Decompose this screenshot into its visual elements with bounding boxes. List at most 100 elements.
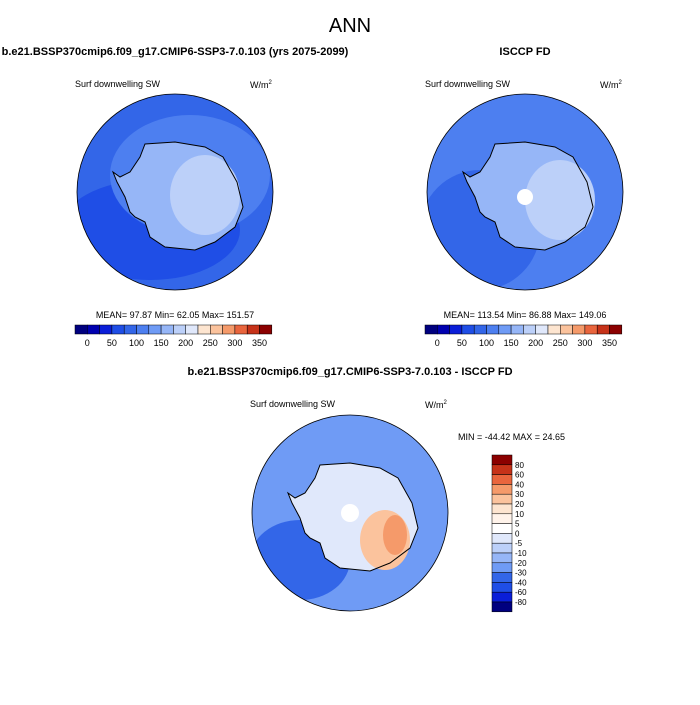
colorbar-box xyxy=(486,324,500,335)
colorbar-label: -10 xyxy=(515,549,527,558)
colorbar-label: 350 xyxy=(252,338,267,348)
colorbar-box xyxy=(148,324,162,335)
colorbar-label: 100 xyxy=(479,338,494,348)
colorbar-box xyxy=(449,324,463,335)
colorbar-box xyxy=(222,324,236,335)
map xyxy=(77,94,273,290)
colorbar-box xyxy=(246,324,260,335)
colorbar-label: 350 xyxy=(602,338,617,348)
colorbar-box xyxy=(424,324,438,335)
variable-label: Surf downwelling SW xyxy=(75,79,161,89)
colorbar-label: 40 xyxy=(515,480,524,489)
colorbar-label: -30 xyxy=(515,569,527,578)
colorbar-box xyxy=(491,533,513,544)
colorbar-label: 200 xyxy=(528,338,543,348)
colorbar-box xyxy=(491,474,513,485)
colorbar-label: 300 xyxy=(577,338,592,348)
colorbar-box xyxy=(535,324,549,335)
colorbar-box xyxy=(185,324,199,335)
colorbar-label: 50 xyxy=(457,338,467,348)
colorbar-box xyxy=(491,454,513,466)
stats: MEAN= 97.87 Min= 62.05 Max= 151.57 xyxy=(96,310,254,320)
colorbar-label: 250 xyxy=(553,338,568,348)
stats: MEAN= 113.54 Min= 86.88 Max= 149.06 xyxy=(444,310,607,320)
colorbar-label: 200 xyxy=(178,338,193,348)
colorbar-box xyxy=(491,523,513,534)
colorbar-label: 30 xyxy=(515,490,524,499)
colorbar-box xyxy=(572,324,586,335)
colorbar-label: -20 xyxy=(515,559,527,568)
colorbar-box xyxy=(136,324,150,335)
units-power: 2 xyxy=(269,80,273,86)
colorbar-box xyxy=(210,324,223,335)
colorbar-box xyxy=(491,572,513,583)
map xyxy=(427,94,623,290)
colorbar-label: -60 xyxy=(515,588,527,597)
colorbar-label: 5 xyxy=(515,520,520,529)
colorbar-label: 0 xyxy=(85,338,90,348)
colorbar-label: 20 xyxy=(515,500,524,509)
colorbar-label: 10 xyxy=(515,510,524,519)
units-base: W/m xyxy=(425,400,444,410)
colorbar-box xyxy=(491,542,513,554)
colorbar-box xyxy=(491,464,513,475)
colorbar-box xyxy=(491,513,513,524)
colorbar-box xyxy=(498,324,512,335)
colorbar-box xyxy=(491,503,513,515)
colorbar-box xyxy=(111,324,125,335)
colorbar-label: 50 xyxy=(107,338,117,348)
colorbar-label: 60 xyxy=(515,471,524,480)
colorbar-box xyxy=(461,324,475,335)
colorbar-box xyxy=(197,324,211,335)
colorbar-box xyxy=(609,324,623,335)
variable-label: Surf downwelling SW xyxy=(250,399,336,409)
colorbar-box xyxy=(584,324,598,335)
colorbar-box xyxy=(491,591,513,603)
colorbar-box xyxy=(560,324,573,335)
colorbar-box xyxy=(173,324,186,335)
colorbar-box xyxy=(491,562,513,573)
colorbar-label: 150 xyxy=(504,338,519,348)
colorbar-label: -80 xyxy=(515,598,527,607)
colorbar-label: 100 xyxy=(129,338,144,348)
colorbar-label: -40 xyxy=(515,578,527,587)
units: W/m2 xyxy=(250,80,273,90)
variable-label: Surf downwelling SW xyxy=(425,79,511,89)
colorbar-box xyxy=(510,324,524,335)
figure-title: ANN xyxy=(329,15,371,37)
colorbar-label: 80 xyxy=(515,461,524,470)
colorbar-box xyxy=(123,324,137,335)
colorbar-box xyxy=(87,324,100,335)
colorbar-label: 0 xyxy=(515,529,520,538)
units: W/m2 xyxy=(425,400,448,410)
colorbar-box xyxy=(491,484,513,495)
colorbar-box xyxy=(523,324,536,335)
colorbar-label: 300 xyxy=(227,338,242,348)
colorbar-box xyxy=(259,324,273,335)
units-power: 2 xyxy=(619,80,623,86)
colorbar-box xyxy=(437,324,450,335)
stats: MIN = -44.42 MAX = 24.65 xyxy=(458,432,565,442)
colorbar-box xyxy=(74,324,88,335)
map xyxy=(252,415,448,611)
colorbar-box xyxy=(491,601,513,613)
colorbar-box xyxy=(491,552,513,564)
colorbar-label: 0 xyxy=(435,338,440,348)
colorbar-box xyxy=(491,493,513,505)
colorbar-box xyxy=(234,324,248,335)
colorbar-box xyxy=(473,324,487,335)
panel-title: b.e21.BSSP370cmip6.f09_g17.CMIP6-SSP3-7.… xyxy=(2,46,349,58)
units: W/m2 xyxy=(600,80,623,90)
colorbar-box xyxy=(596,324,610,335)
panel-title: b.e21.BSSP370cmip6.f09_g17.CMIP6-SSP3-7.… xyxy=(187,366,512,378)
colorbar-box xyxy=(99,324,113,335)
colorbar-label: -5 xyxy=(515,539,523,548)
colorbar-box xyxy=(491,582,513,593)
colorbar-box xyxy=(547,324,561,335)
colorbar-label: 150 xyxy=(154,338,169,348)
colorbar-box xyxy=(160,324,174,335)
units-power: 2 xyxy=(444,400,448,406)
panel-title: ISCCP FD xyxy=(499,46,550,58)
colorbar-label: 250 xyxy=(203,338,218,348)
